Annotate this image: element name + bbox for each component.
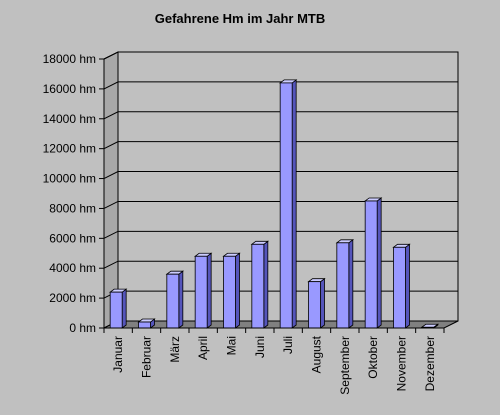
side-wall xyxy=(103,51,119,329)
bar-front xyxy=(166,273,180,329)
bar-side xyxy=(376,197,382,329)
x-tick-label: Dezember xyxy=(423,336,437,391)
x-tick-label: Januar xyxy=(111,336,125,373)
bar-februar xyxy=(137,318,156,329)
bar-front xyxy=(194,255,208,329)
bar-side xyxy=(263,240,269,329)
y-tick-label: 10000 hm xyxy=(43,172,96,186)
y-tick-label: 14000 hm xyxy=(43,112,96,126)
gridline xyxy=(103,81,458,90)
y-tick-label: 18000 hm xyxy=(43,52,96,66)
y-tick-label: 12000 hm xyxy=(43,142,96,156)
bar-januar xyxy=(108,288,128,329)
x-tick-label: Juni xyxy=(253,336,267,358)
bar-front xyxy=(279,82,293,329)
bar-side xyxy=(348,239,354,329)
bar-september xyxy=(335,239,355,329)
bar-maerz xyxy=(165,270,185,329)
bar-side xyxy=(291,79,297,329)
x-tick-label: Oktober xyxy=(366,336,380,379)
gridline xyxy=(103,51,458,60)
y-tick-label: 2000 hm xyxy=(49,291,96,305)
gridline xyxy=(103,230,458,239)
y-tick-label: 8000 hm xyxy=(49,201,96,215)
y-tick-label: 4000 hm xyxy=(49,261,96,275)
bar-front xyxy=(393,246,406,329)
y-tick-label: 6000 hm xyxy=(49,231,96,245)
gridline xyxy=(103,200,458,209)
x-tick-label: September xyxy=(338,336,352,395)
chart-title: Gefahrene Hm im Jahr MTB xyxy=(155,11,326,26)
x-axis: Januar Februar März April Mai Juni Juli August S… xyxy=(103,327,445,395)
bar-front xyxy=(251,243,265,329)
bar-side xyxy=(235,252,240,329)
y-axis: 0 hm 2000 hm 4000 hm 6000 hm 8000 hm 10000 hm… xyxy=(43,52,105,335)
x-tick-label: April xyxy=(196,336,210,360)
bar-juni xyxy=(250,240,270,329)
bar-front xyxy=(223,255,236,329)
bar-side xyxy=(206,252,212,329)
bar-side xyxy=(178,270,184,329)
bar-november xyxy=(392,243,411,329)
gridline xyxy=(103,141,458,150)
bar-front xyxy=(308,281,321,329)
bar-mai xyxy=(222,252,241,329)
x-tick-label: Mai xyxy=(225,336,239,355)
gridline xyxy=(103,171,458,180)
bar-front xyxy=(109,291,123,329)
bars xyxy=(108,79,440,329)
gridline xyxy=(103,111,458,120)
bar-side xyxy=(121,288,127,329)
x-tick-label: Juli xyxy=(281,336,295,354)
x-tick-label: März xyxy=(168,336,182,363)
bar-front xyxy=(336,242,350,329)
x-tick-label: Februar xyxy=(140,336,154,378)
y-tick-label: 0 hm xyxy=(69,321,96,335)
bar-april xyxy=(193,252,213,329)
bar-front xyxy=(138,321,151,329)
bar-oktober xyxy=(363,197,383,329)
x-tick-label: November xyxy=(395,336,409,391)
bar-august xyxy=(307,277,326,329)
bar-side xyxy=(320,277,325,329)
bar-side xyxy=(405,243,410,329)
bar-juli xyxy=(278,79,298,329)
x-tick-label: August xyxy=(310,335,324,373)
y-tick-label: 16000 hm xyxy=(43,82,96,96)
bar-front xyxy=(364,200,378,329)
